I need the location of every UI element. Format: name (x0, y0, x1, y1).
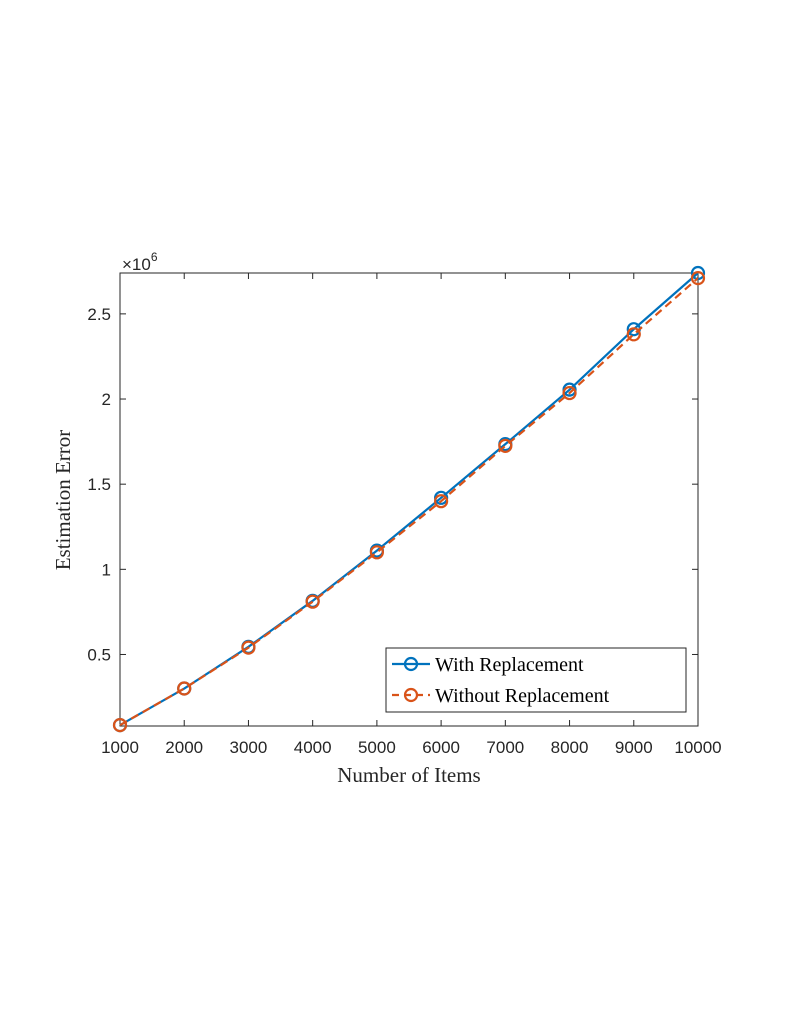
legend-label-without-replacement: Without Replacement (435, 685, 610, 707)
x-tick-label: 6000 (422, 738, 460, 757)
data-point-without-replacement (112, 718, 128, 733)
legend-marker-without-replacement (403, 687, 419, 703)
x-tick-label: 5000 (358, 738, 396, 757)
data-point-without-replacement (369, 545, 384, 560)
legend-label-with-replacement: With Replacement (435, 654, 584, 676)
x-tick-label: 9000 (615, 738, 653, 757)
y-tick-label: 1.5 (87, 475, 111, 494)
y-tick-label: 1 (102, 560, 111, 579)
x-axis-title: Number of Items (337, 763, 480, 787)
x-tick-label: 1000 (101, 738, 139, 757)
y-axis-multiplier: ×106 (122, 250, 158, 274)
data-point-without-replacement (498, 438, 513, 453)
data-point-without-replacement (434, 494, 449, 509)
series-line-with-replacement (119, 272, 699, 727)
y-axis-multiplier-exponent: 6 (151, 250, 158, 264)
x-tick-label: 7000 (486, 738, 524, 757)
legend-box (385, 647, 687, 713)
legend: With Replacement Without Replacement (385, 647, 687, 713)
y-tick-label: 2.5 (87, 305, 111, 324)
series-layer (112, 265, 706, 733)
y-tick-label: 0.5 (87, 645, 111, 664)
data-point-without-replacement (177, 681, 192, 696)
x-axis: 1000 2000 3000 4000 5000 6000 7000 8000 9000 1000… (101, 273, 722, 757)
legend-marker-with-replacement (403, 656, 419, 672)
x-tick-label: 10000 (674, 738, 721, 757)
data-point-without-replacement (626, 327, 641, 342)
y-axis: 0.5 1 1.5 2 2.5 (87, 305, 698, 664)
data-point-without-replacement (562, 385, 577, 401)
y-axis-title: Estimation Error (51, 430, 75, 571)
x-tick-label: 4000 (294, 738, 332, 757)
series-line-without-replacement (119, 277, 699, 727)
y-tick-label: 2 (102, 390, 111, 409)
data-point-without-replacement (241, 640, 256, 655)
x-tick-label: 3000 (230, 738, 268, 757)
x-tick-label: 2000 (165, 738, 203, 757)
data-point-without-replacement (690, 271, 706, 286)
x-tick-label: 8000 (551, 738, 589, 757)
y-axis-multiplier-base: ×10 (122, 255, 151, 274)
data-point-without-replacement (305, 594, 320, 609)
